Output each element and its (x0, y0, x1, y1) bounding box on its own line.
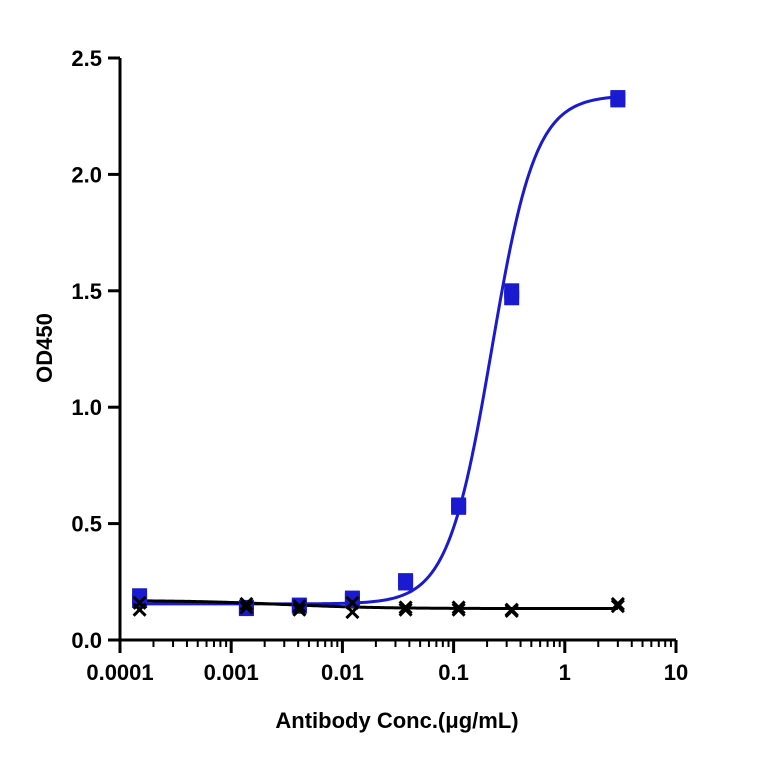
square-point (504, 283, 520, 299)
x-tick-label: 0.001 (204, 660, 259, 685)
square-point (610, 90, 626, 106)
fit-curves (139, 95, 618, 611)
x-tick-label: 1 (559, 660, 571, 685)
x-point-stroke (132, 595, 147, 610)
x-tick-label: 0.0001 (86, 660, 153, 685)
x-point-stroke (345, 595, 360, 610)
x-point-stroke (451, 600, 466, 615)
x-axis-title: Antibody Conc.(μg/mL) (275, 708, 518, 733)
x-point (292, 602, 307, 617)
x-point (398, 600, 413, 615)
x-point (239, 600, 254, 615)
y-tick-label: 0.5 (71, 512, 102, 537)
x-point (398, 602, 413, 617)
x-point-stroke (292, 602, 307, 617)
x-point (451, 602, 466, 617)
x-tick-label: 10 (664, 660, 688, 685)
x-point-stroke (239, 596, 254, 611)
x-point (610, 596, 625, 611)
x-point-stroke (398, 602, 413, 617)
x-point-stroke (239, 600, 254, 615)
y-tick-label: 2.0 (71, 162, 102, 187)
x-point-stroke (292, 599, 307, 614)
x-point-stroke (398, 600, 413, 615)
x-point-stroke (451, 602, 466, 617)
x-point (451, 600, 466, 615)
y-tick-label: 0.0 (71, 628, 102, 653)
square-point (451, 497, 467, 513)
x-point-stroke (504, 602, 519, 617)
x-point (610, 599, 625, 614)
square-point (398, 573, 414, 589)
y-axis-title: OD450 (32, 313, 57, 383)
x-tick-label: 0.1 (438, 660, 469, 685)
x-point-stroke (610, 596, 625, 611)
fit-curve-1 (139, 95, 618, 606)
x-point-stroke (610, 599, 625, 614)
square-point (344, 590, 360, 606)
axes: 0.0 0.5 1.0 1.5 2.0 2.5 0.0001 0.001 0.01 0.1 1 10 (71, 46, 688, 685)
x-point (504, 602, 519, 617)
x-point (132, 595, 147, 610)
data-points (132, 90, 626, 620)
y-tick-label: 2.5 (71, 46, 102, 71)
x-point (239, 596, 254, 611)
fit-curve-2 (139, 599, 618, 611)
x-point (345, 595, 360, 610)
y-tick-label: 1.5 (71, 279, 102, 304)
y-tick-label: 1.0 (71, 395, 102, 420)
x-tick-label: 0.01 (321, 660, 364, 685)
x-point (292, 599, 307, 614)
